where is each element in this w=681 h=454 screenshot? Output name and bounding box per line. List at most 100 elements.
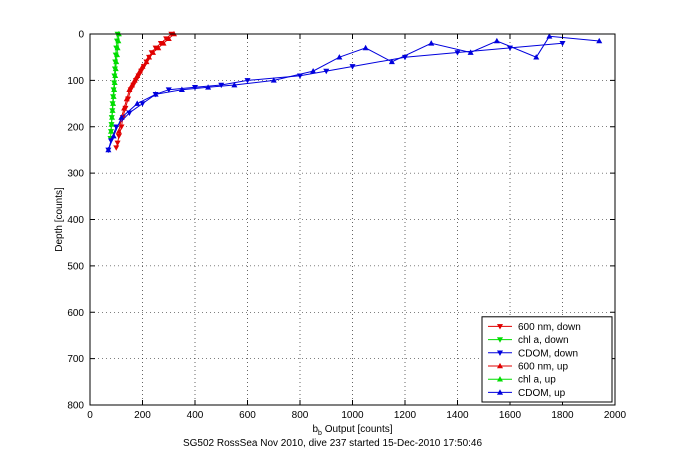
series-4 [107,30,122,134]
legend-swatch-marker [496,376,504,382]
data-point [134,100,141,106]
data-point [139,63,146,69]
y-tick-label: 400 [67,215,84,226]
data-point [493,37,500,44]
x-tick-label: 1000 [341,410,364,421]
legend-label: 600 nm, down [518,322,581,333]
data-point [349,64,356,70]
data-point [533,54,540,60]
legend-label: CDOM, up [518,388,566,399]
data-point [110,100,117,106]
data-point [111,79,118,85]
y-axis-label: Depth [counts] [54,187,65,252]
series-line [118,33,175,132]
data-point [128,81,136,88]
chart-caption: SG502 RossSea Nov 2010, dive 237 started… [183,438,483,449]
legend-item: chl a, down [488,335,569,346]
data-point [244,78,251,84]
data-point [107,128,115,134]
x-tick-label: 1400 [446,410,469,421]
x-axis-label: bb Output [counts] [312,424,392,437]
legend-item: 600 nm, up [488,362,568,373]
data-point [165,35,172,41]
data-point [112,65,119,72]
legend: 600 nm, down chl a, down CDOM, down 600 nm,… [481,316,613,403]
data-point [112,72,119,79]
data-point [110,132,117,139]
x-axis-label-main: b [312,424,318,435]
y-tick-label: 100 [67,76,84,87]
data-point [191,85,199,91]
series-line [115,33,172,148]
legend-swatch-marker [496,350,504,356]
series-line [107,35,600,151]
data-point [155,44,162,51]
x-axis-label-subscript: b [318,430,322,437]
x-tick-label: 2000 [604,410,627,421]
x-tick-label: 400 [187,410,204,421]
legend-box [481,316,613,403]
data-point [559,40,566,47]
legend-label: chl a, up [518,375,556,386]
y-tick-label: 600 [67,308,84,319]
series-5 [105,33,603,153]
legend-label: CDOM, down [518,348,578,359]
data-point [134,72,141,79]
x-tick-label: 1600 [499,410,522,421]
series-2 [105,40,566,154]
data-point [160,40,167,46]
data-point [123,95,130,102]
data-point [146,54,153,60]
legend-label: chl a, down [518,335,569,346]
legend-swatch-marker [496,324,504,330]
legend-item: CDOM, down [488,348,578,359]
series-layer [105,30,603,154]
legend-item: 600 nm, down [488,322,581,333]
data-point [108,121,115,127]
data-point [165,87,172,93]
data-point [152,91,159,97]
y-tick-label: 300 [67,169,84,180]
data-point [139,101,146,107]
data-point [388,58,395,65]
data-point [596,37,603,44]
x-tick-label: 0 [87,410,93,421]
data-point [136,67,143,74]
data-point [111,86,118,92]
data-point [109,107,116,113]
data-point [114,51,121,58]
y-tick-label: 200 [67,122,84,133]
data-point [467,49,474,55]
y-tick-label: 0 [78,30,84,41]
legend-swatch-marker [496,389,504,395]
data-point [546,33,553,39]
data-point [115,133,122,140]
data-point [178,86,185,92]
legend-item: chl a, up [488,375,556,386]
data-point [310,67,317,74]
y-tick-label: 800 [67,401,84,412]
x-tick-label: 1800 [551,410,574,421]
ticks: 0 200 400 600 800 1000 1200 1400 1600 1800 2000 0 10… [67,30,626,422]
data-point [336,54,343,60]
legend-item: CDOM, up [488,388,566,399]
data-point [428,40,435,46]
y-tick-label: 700 [67,354,84,365]
data-point [113,145,120,151]
y-tick-label: 500 [67,261,84,272]
data-point [205,84,212,90]
series-3 [115,30,178,134]
data-point [218,82,225,89]
data-point [131,77,138,83]
data-point [149,49,157,55]
legend-swatch-marker [496,337,504,343]
data-point [118,114,125,120]
data-point [110,93,117,99]
data-point [114,44,121,51]
data-point [121,105,128,111]
data-point [270,77,277,83]
data-point [115,128,122,134]
data-point [231,81,238,88]
data-point [114,140,121,147]
